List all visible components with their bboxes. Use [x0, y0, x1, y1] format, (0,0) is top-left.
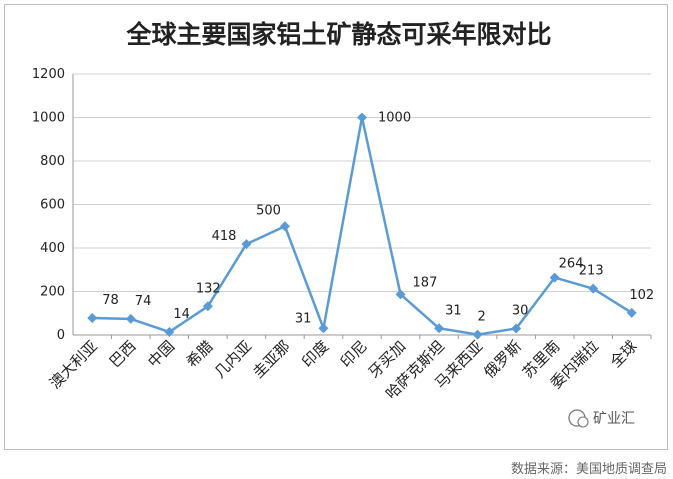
watermark-text: 矿业汇: [593, 411, 635, 427]
data-point: [318, 323, 329, 334]
x-tick-label: 澳大利亚: [46, 337, 101, 392]
series-line: [92, 116, 633, 336]
data-label: 418: [212, 229, 237, 244]
x-tick-label: 几内亚: [211, 337, 256, 382]
data-point: [279, 221, 290, 232]
data-label: 132: [196, 281, 221, 296]
data-label: 74: [135, 294, 152, 309]
chart-frame: 全球主要国家铝土矿静态可采年限对比 0 200 400 600 800 1000 1200 …: [4, 4, 668, 450]
data-label: 31: [295, 311, 312, 326]
x-tick-label: 圭亚那: [249, 337, 294, 382]
line-chart: 全球主要国家铝土矿静态可采年限对比 020040060080010001200 …: [32, 20, 654, 428]
y-tick-label: 1200: [32, 67, 65, 82]
y-tick-label: 0: [57, 328, 65, 343]
data-point: [395, 289, 406, 300]
y-tick-label: 600: [40, 198, 65, 213]
data-label: 264: [559, 257, 584, 272]
x-tick-label: 全球: [607, 337, 641, 371]
x-tick-label: 印度: [298, 337, 332, 371]
data-label: 187: [413, 275, 438, 290]
y-tick-label: 200: [40, 285, 65, 300]
data-label: 78: [102, 293, 119, 308]
data-label: 1000: [378, 111, 411, 126]
data-label: 2: [477, 310, 485, 325]
data-label: 14: [173, 307, 190, 322]
data-point: [241, 239, 252, 250]
data-point: [87, 313, 98, 324]
data-point: [357, 112, 367, 123]
data-point: [588, 283, 599, 294]
y-tick-label: 400: [40, 241, 65, 256]
y-tick-label: 800: [40, 154, 65, 169]
data-label: 213: [579, 264, 604, 279]
x-tick-label: 印尼: [337, 337, 371, 371]
data-label: 500: [256, 203, 281, 218]
series: [87, 112, 637, 340]
data-point: [626, 307, 637, 318]
x-tick-label: 希腊: [183, 337, 217, 371]
source-note: 数据来源：美国地质调查局: [510, 462, 667, 477]
data-point: [202, 301, 213, 312]
data-label: 30: [512, 303, 529, 318]
chart-title: 全球主要国家铝土矿静态可采年限对比: [125, 20, 551, 49]
data-point: [125, 313, 136, 324]
x-tick-label: 中国: [144, 337, 178, 371]
data-label: 31: [445, 303, 462, 318]
wechat-icon-bubble: [577, 416, 589, 428]
watermark: 矿业汇: [568, 409, 635, 428]
x-tick-label: 俄罗斯: [480, 337, 525, 382]
data-point: [549, 272, 560, 283]
y-axis-ticks: 0 200 400 600 800 1000 1200: [32, 67, 65, 343]
data-point: [472, 329, 483, 340]
y-tick-label: 1000: [32, 111, 65, 126]
data-point: [434, 323, 445, 334]
x-tick-label: 巴西: [106, 337, 140, 371]
data-point: [164, 326, 175, 337]
data-point: [511, 323, 522, 334]
data-label: 102: [629, 288, 654, 303]
